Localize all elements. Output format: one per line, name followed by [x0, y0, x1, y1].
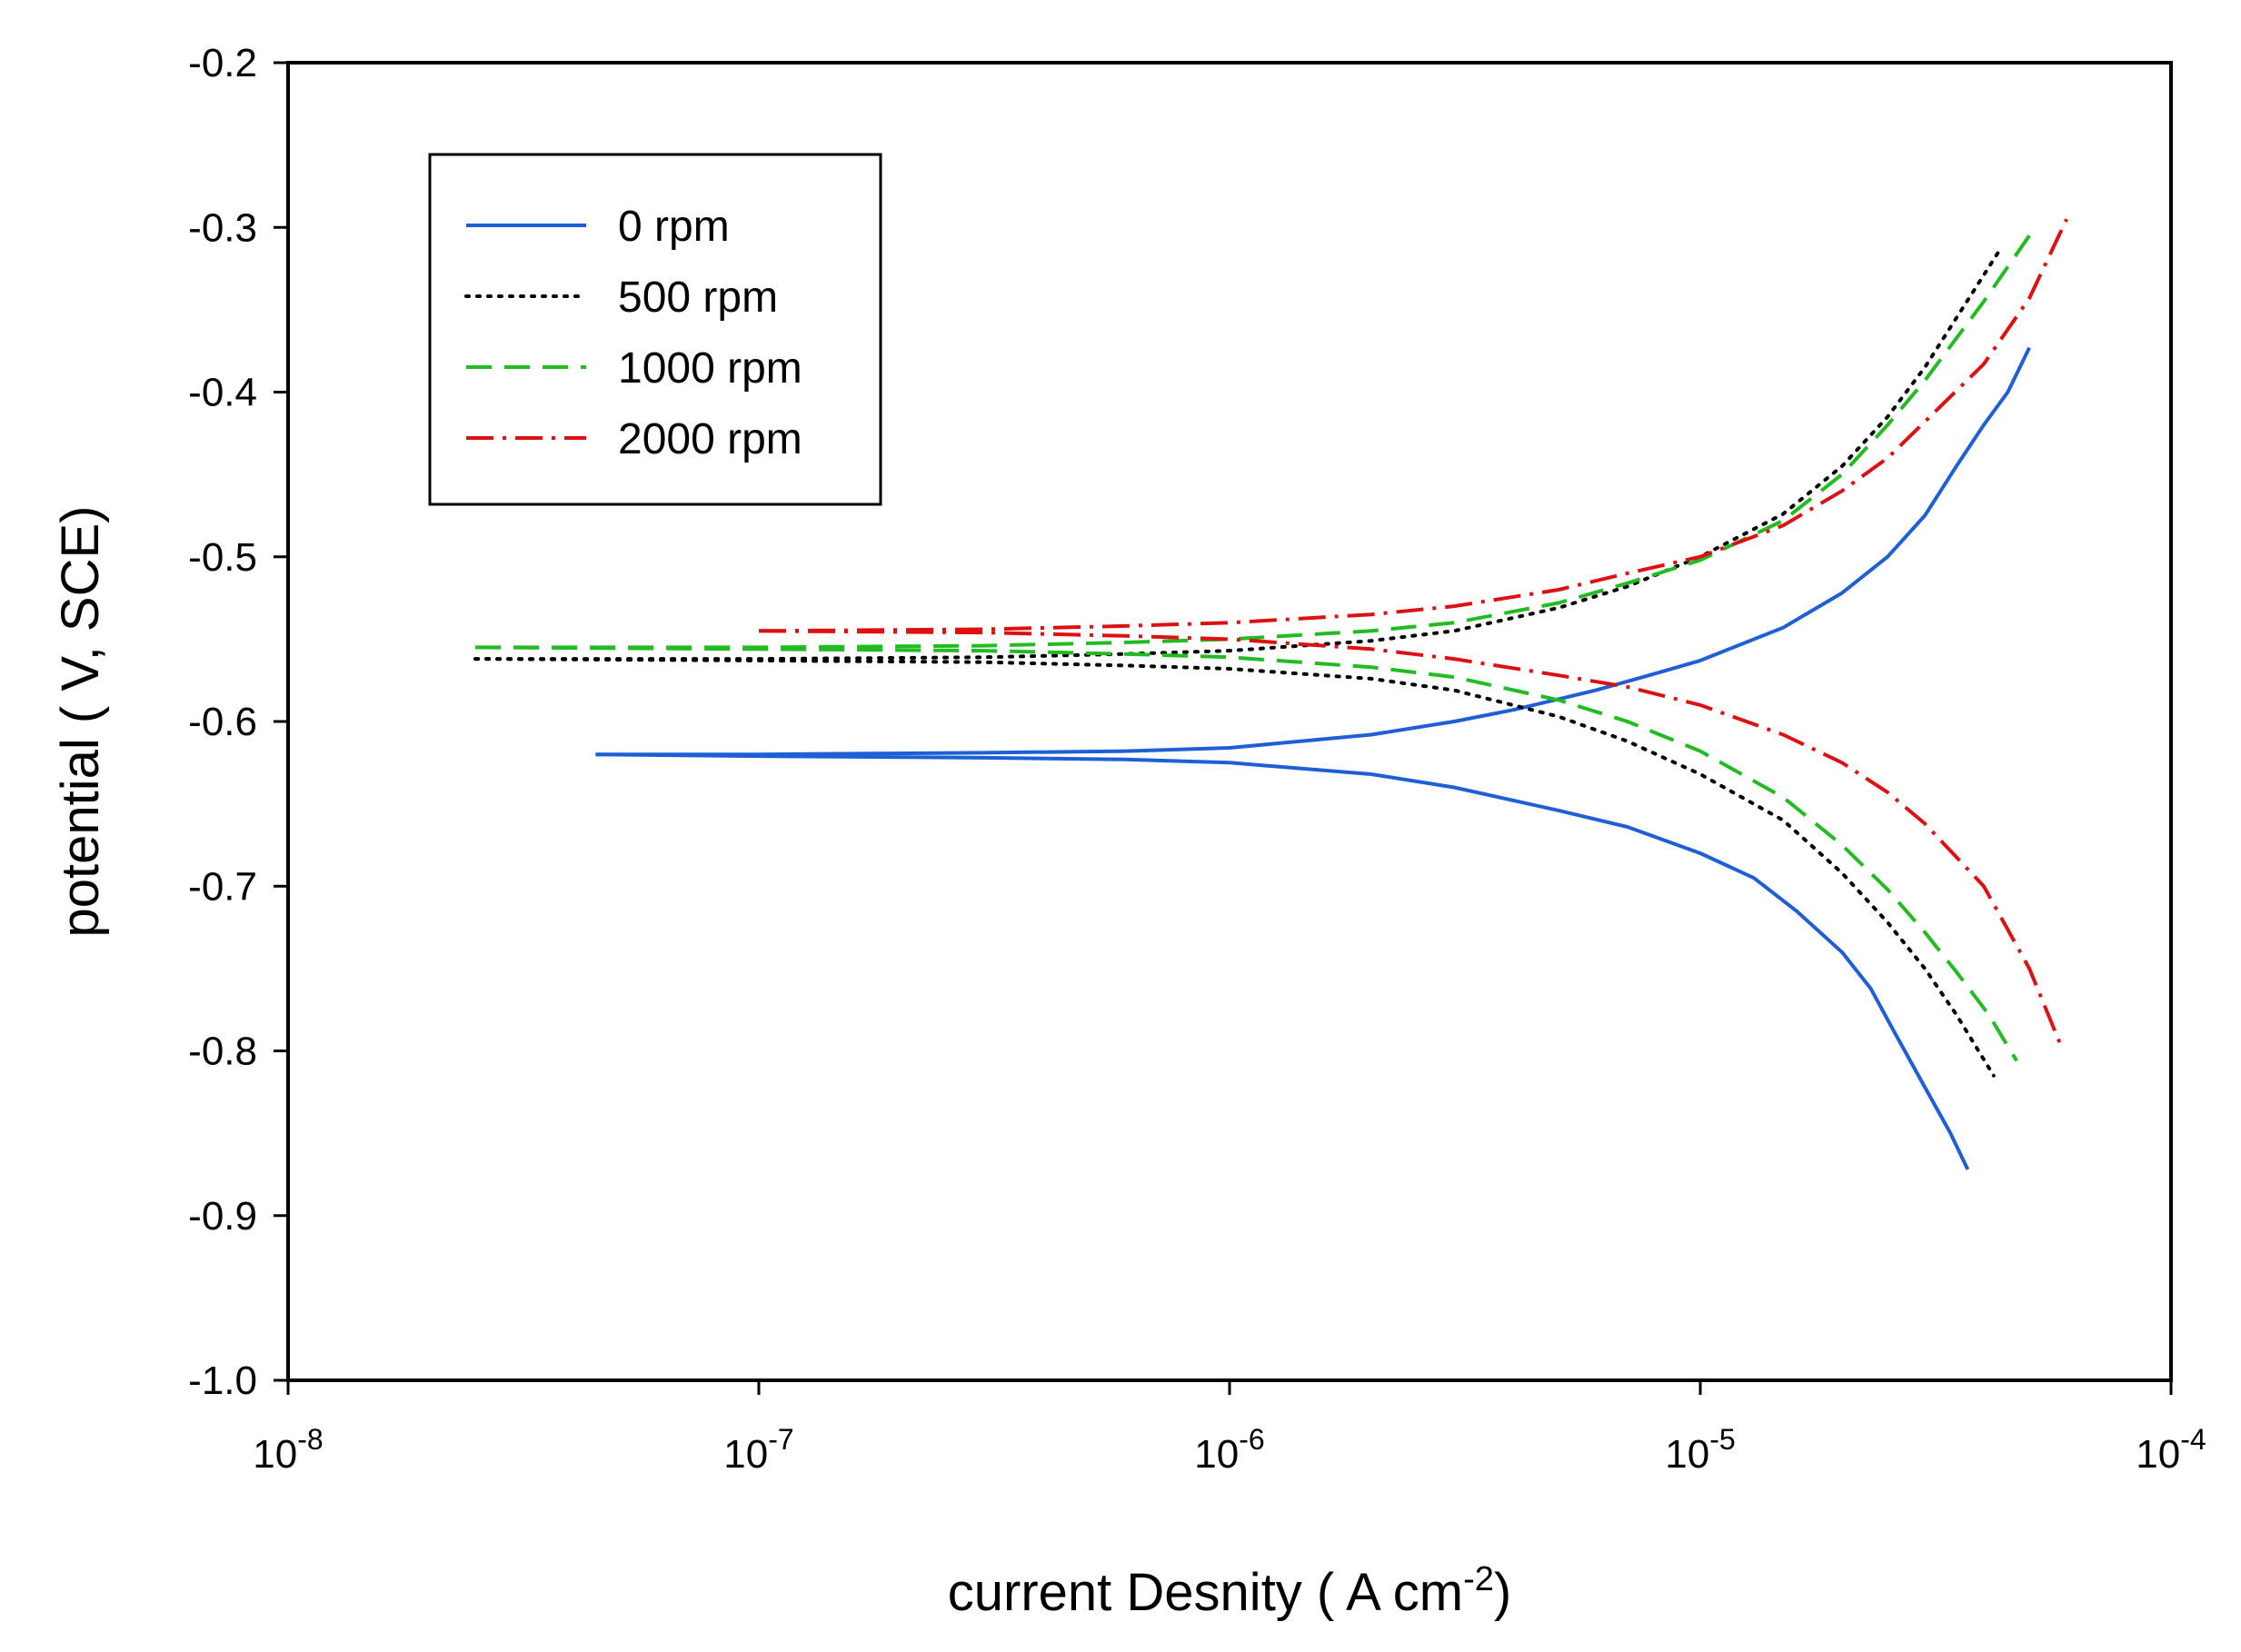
x-tick-exponent: -5 — [1709, 1423, 1735, 1456]
x-tick-label: 10-7 — [723, 1423, 793, 1477]
legend-label: 500 rpm — [618, 274, 778, 322]
x-tick-label: 10-6 — [1194, 1423, 1264, 1477]
y-axis-title: potential ( V, SCE) — [51, 506, 110, 938]
legend-label: 0 rpm — [618, 203, 730, 251]
curve-0-rpm-cathodic — [595, 752, 1970, 1170]
legend-label: 1000 rpm — [618, 344, 802, 393]
curve-2000-rpm-anodic — [758, 218, 2068, 633]
x-tick-exponent: -8 — [297, 1423, 323, 1456]
x-axis: 10-8 10-7 10-6 10-5 10-4 — [253, 1380, 2206, 1477]
y-axis: -0.2 -0.3 -0.4 -0.5 -0.6 -0.7 -0.8 -0.9 -1.0 — [188, 41, 288, 1403]
x-tick-base: 10 — [2136, 1432, 2180, 1477]
x-tick-label: 10-5 — [1665, 1423, 1735, 1477]
y-tick-label: -0.8 — [188, 1030, 257, 1074]
x-tick-exponent: -4 — [2180, 1423, 2206, 1456]
y-tick-label: -0.7 — [188, 864, 257, 909]
legend-box — [428, 153, 882, 506]
y-tick-label: -0.2 — [188, 41, 257, 85]
legend-label: 2000 rpm — [618, 415, 802, 463]
y-tick-label: -0.9 — [188, 1194, 257, 1239]
data-curves — [473, 218, 2068, 1170]
curve-0-rpm-anodic — [595, 346, 2031, 757]
curve-2000-rpm-cathodic — [758, 629, 2062, 1044]
x-tick-base: 10 — [723, 1432, 768, 1477]
curve-1000-rpm-cathodic — [475, 645, 2018, 1062]
x-tick-exponent: -6 — [1239, 1423, 1264, 1456]
y-tick-label: -0.6 — [188, 700, 257, 744]
y-tick-label: -0.3 — [188, 205, 257, 250]
y-tick-label: -0.5 — [188, 535, 257, 580]
y-tick-label: -1.0 — [188, 1358, 257, 1403]
x-tick-base: 10 — [1194, 1432, 1239, 1477]
x-tick-base: 10 — [1665, 1432, 1709, 1477]
curve-500-rpm-anodic — [473, 250, 2001, 662]
x-axis-title: current Desnity ( A cm-2) — [948, 1560, 1511, 1622]
x-tick-base: 10 — [253, 1432, 297, 1477]
x-tick-label: 10-4 — [2136, 1423, 2206, 1477]
legend: 0 rpm 500 rpm 1000 rpm 2000 rpm — [428, 153, 882, 506]
x-tick-exponent: -7 — [768, 1423, 793, 1456]
y-tick-label: -0.4 — [188, 371, 257, 415]
curve-1000-rpm-anodic — [475, 234, 2031, 650]
x-tick-label: 10-8 — [253, 1423, 323, 1477]
curve-500-rpm-cathodic — [473, 657, 1996, 1078]
